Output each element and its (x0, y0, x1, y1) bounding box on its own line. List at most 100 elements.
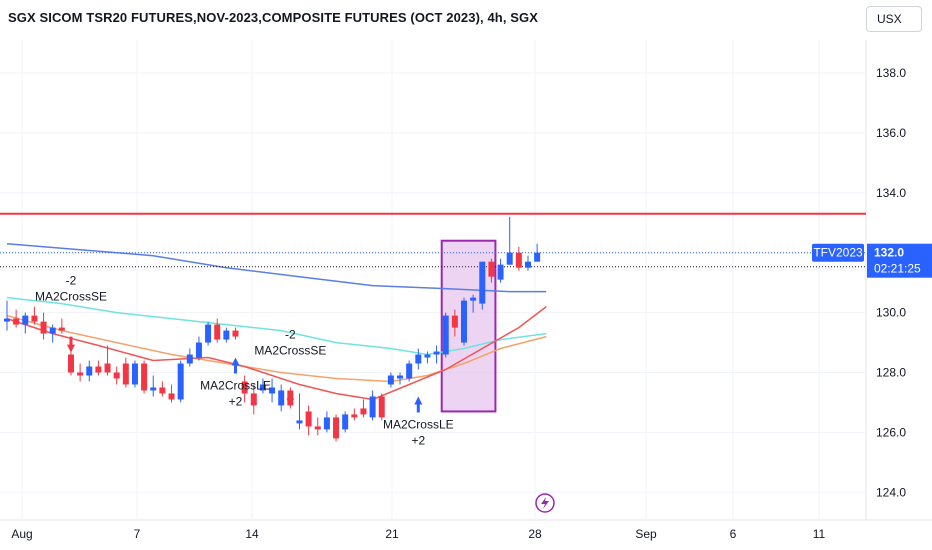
candle[interactable] (515, 246, 522, 271)
candle[interactable] (333, 414, 340, 442)
y-tick-label: 136.0 (876, 126, 906, 140)
signal-qty: +2 (229, 395, 243, 409)
symbol-tag[interactable]: TFV2023 (812, 243, 864, 262)
candle[interactable] (479, 261, 486, 310)
candle[interactable] (342, 411, 349, 433)
candle[interactable] (205, 321, 212, 346)
candle[interactable] (524, 255, 531, 271)
candle-body (497, 264, 504, 280)
candle[interactable] (259, 378, 266, 394)
candle[interactable] (159, 381, 166, 397)
candle-body (4, 318, 10, 322)
candle-body (534, 252, 541, 262)
candle[interactable] (269, 378, 276, 403)
y-tick-label: 128.0 (876, 366, 906, 380)
candle[interactable] (13, 309, 20, 328)
candle[interactable] (424, 351, 431, 364)
candle[interactable] (195, 336, 202, 361)
y-tick-label: 134.0 (876, 186, 906, 200)
candle[interactable] (497, 258, 504, 283)
candle-body (86, 366, 93, 376)
candle[interactable] (378, 393, 385, 421)
candle[interactable] (314, 417, 321, 436)
signal-qty: -2 (66, 274, 77, 288)
candle[interactable] (177, 360, 184, 403)
candle[interactable] (186, 348, 193, 367)
candle[interactable] (323, 411, 330, 433)
signal-buy[interactable]: MA2CrossLE +2 (200, 357, 271, 409)
candle[interactable] (506, 216, 513, 265)
candle[interactable] (113, 366, 120, 385)
candle[interactable] (86, 360, 93, 382)
candle-body (177, 363, 184, 400)
candle[interactable] (214, 318, 221, 343)
candle-body (442, 315, 449, 355)
candle-body (131, 363, 138, 385)
candle[interactable] (250, 384, 257, 415)
candle[interactable] (40, 312, 47, 340)
ma-line-orange (6, 314, 547, 383)
candle[interactable] (241, 375, 248, 403)
candle-body (269, 387, 276, 394)
candle-body (58, 327, 65, 331)
candle[interactable] (534, 243, 541, 262)
candle[interactable] (131, 360, 138, 388)
candle[interactable] (95, 360, 102, 376)
candle[interactable] (488, 258, 495, 283)
candle-body (314, 426, 321, 430)
candle-body (49, 327, 56, 334)
candle[interactable] (141, 360, 148, 394)
candle[interactable] (278, 384, 285, 412)
candle[interactable] (360, 399, 367, 418)
candle[interactable] (58, 318, 65, 334)
candle[interactable] (451, 309, 458, 337)
candle-body (397, 375, 404, 379)
candle[interactable] (150, 375, 157, 397)
candle[interactable] (442, 312, 449, 358)
candle[interactable] (77, 363, 84, 382)
candle[interactable] (104, 345, 111, 376)
candle-body (378, 396, 385, 418)
lightning-event-icon[interactable] (535, 493, 555, 513)
candle[interactable] (223, 327, 230, 343)
candle-body (223, 330, 230, 340)
candle[interactable] (387, 372, 394, 388)
candle[interactable] (305, 405, 312, 436)
candle[interactable] (4, 300, 10, 331)
candle-body (104, 363, 111, 373)
signal-label: MA2CrossLE (383, 417, 454, 431)
candle[interactable] (232, 327, 239, 340)
highlight-box[interactable] (440, 239, 497, 413)
candle[interactable] (296, 393, 303, 430)
candle-body (214, 324, 221, 340)
buy-arrow-icon (414, 396, 423, 413)
signal-sell[interactable]: -2 MA2CrossSE (35, 274, 107, 353)
candle[interactable] (470, 294, 477, 313)
candle[interactable] (369, 390, 376, 421)
candle[interactable] (415, 348, 422, 370)
candle[interactable] (433, 345, 440, 364)
signal-label: MA2CrossLE (200, 379, 271, 393)
candle[interactable] (168, 384, 175, 403)
candle-body (122, 363, 129, 385)
candle-body (186, 354, 193, 364)
candle[interactable] (351, 408, 358, 421)
x-tick-label: 6 (730, 527, 737, 541)
candle[interactable] (31, 306, 38, 325)
candle-body (232, 330, 239, 337)
candle-body (150, 387, 157, 391)
candle-body (77, 372, 84, 376)
candle[interactable] (406, 360, 413, 382)
candle-body (22, 315, 29, 325)
candle[interactable] (122, 357, 129, 388)
candle-body (141, 363, 148, 391)
candle[interactable] (397, 372, 404, 385)
candle[interactable] (22, 312, 29, 334)
currency-selector[interactable]: USX (866, 6, 922, 32)
chart-title: SGX SICOM TSR20 FUTURES,NOV-2023,COMPOSI… (8, 10, 538, 25)
candle[interactable] (49, 324, 56, 343)
signal-sell[interactable]: -2 MA2CrossSE (254, 328, 326, 407)
signal-buy[interactable]: MA2CrossLE +2 (383, 396, 454, 447)
candle[interactable] (461, 297, 467, 346)
